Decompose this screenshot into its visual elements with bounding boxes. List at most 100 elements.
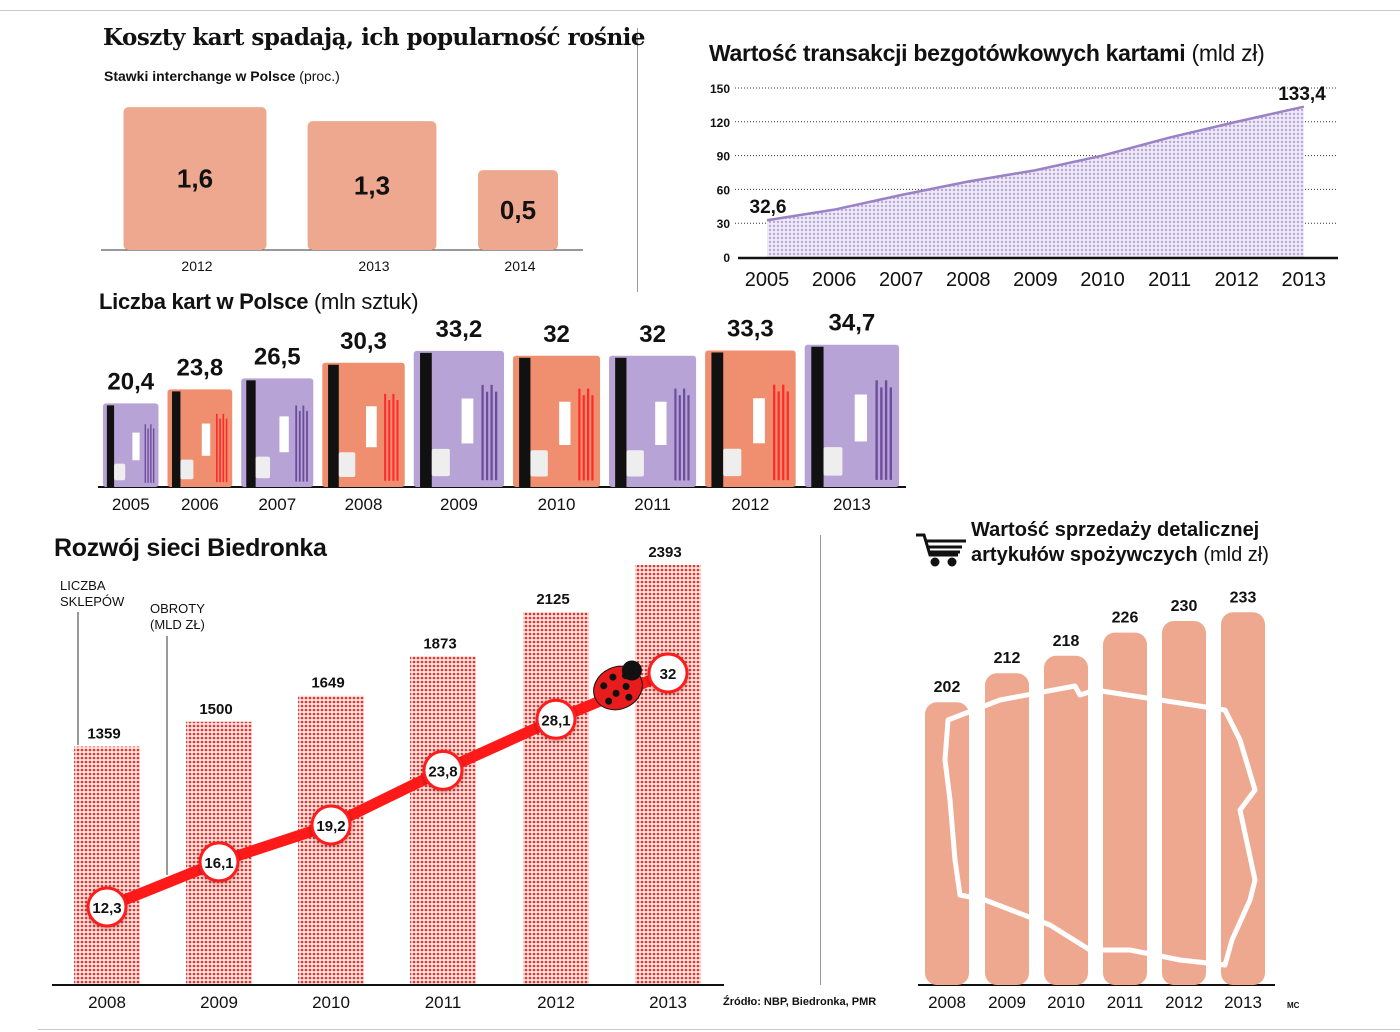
- card-magnetic-stripe: [246, 380, 256, 487]
- card-barcode-line: [481, 384, 484, 481]
- data-label: 32: [543, 321, 570, 348]
- card-barcode-line: [889, 387, 892, 480]
- bar: [1221, 612, 1265, 985]
- card-magnetic-stripe: [420, 352, 432, 487]
- card-barcode-line: [773, 384, 776, 481]
- ladybug-spot: [609, 673, 617, 681]
- turnover-data-label: 19,2: [316, 818, 345, 835]
- card-barcode-line: [147, 428, 149, 483]
- card-bar: [322, 362, 405, 487]
- card-chip: [338, 452, 356, 478]
- interchange-title: Koszty kart spadają, ich popularność roś…: [103, 24, 646, 51]
- turnover-point: [422, 749, 464, 791]
- data-label: 230: [1171, 598, 1198, 615]
- card-barcode-line: [306, 410, 308, 482]
- data-label: 212: [994, 650, 1021, 667]
- card-bar: [513, 355, 601, 487]
- turnover-point: [647, 652, 689, 694]
- data-label: 133,4: [1278, 84, 1326, 105]
- shopping-cart-icon: [916, 533, 966, 567]
- retail-title: Wartość sprzedaży detalicznej artykułów s…: [971, 518, 1269, 568]
- card-barcode-line: [225, 418, 228, 483]
- legend-text: (MLD ZŁ): [150, 617, 205, 632]
- card-barcode-line: [587, 388, 590, 481]
- card-barcode-line: [216, 413, 218, 483]
- card-bar: [167, 389, 233, 487]
- bar: [307, 121, 437, 250]
- card-signature-panel: [365, 406, 377, 448]
- poland-map-outline: [942, 683, 1258, 968]
- x-tick-label: 2007: [879, 269, 924, 291]
- card-signature-panel: [279, 416, 289, 453]
- x-tick-label: 2014: [504, 258, 535, 274]
- transactions-title: Wartość transakcji bezgotówkowych kartam…: [709, 40, 1265, 67]
- x-tick-label: 2009: [440, 495, 478, 514]
- x-tick-label: 2009: [1013, 269, 1058, 291]
- store-data-label: 2125: [536, 591, 569, 608]
- x-tick-label: 2010: [312, 993, 350, 1012]
- store-data-label: 1649: [311, 675, 344, 692]
- ladybug-spot: [625, 693, 633, 701]
- card-barcode-line: [674, 388, 677, 481]
- unit-text: (proc.): [299, 68, 340, 84]
- divider: [637, 28, 638, 292]
- card-barcode-line: [582, 395, 585, 481]
- x-tick-label: 2012: [1165, 993, 1203, 1012]
- store-data-label: 1873: [423, 635, 456, 652]
- card-chip: [255, 456, 271, 479]
- data-label: 218: [1053, 633, 1080, 650]
- card-bar: [609, 355, 697, 487]
- legend-text: OBROTY: [150, 601, 205, 616]
- x-tick-label: 2013: [1224, 993, 1262, 1012]
- x-tick-label: 2012: [537, 993, 575, 1012]
- title-text: Liczba kart w Polsce: [99, 289, 309, 314]
- cards-title: Liczba kart w Polsce (mln sztuk): [99, 289, 419, 315]
- store-bar: [410, 656, 476, 985]
- ladybug-spot: [621, 672, 629, 680]
- data-label: 0,5: [500, 195, 536, 225]
- x-tick-label: 2008: [88, 993, 126, 1012]
- card-barcode-line: [295, 405, 298, 482]
- data-label: 202: [934, 679, 961, 696]
- card-barcode-line: [219, 418, 221, 483]
- card-barcode-line: [222, 413, 225, 483]
- card-chip: [723, 448, 742, 477]
- card-signature-panel: [201, 423, 211, 456]
- card-barcode-line: [388, 400, 391, 481]
- x-tick-label: 2009: [988, 993, 1026, 1012]
- x-tick-label: 2010: [1047, 993, 1085, 1012]
- y-tick-label: 30: [717, 217, 731, 231]
- data-label: 34,7: [829, 310, 876, 337]
- turnover-point: [310, 804, 352, 846]
- card-chip: [114, 463, 126, 481]
- interchange-subtitle: Stawki interchange w Polsce (proc.): [104, 68, 340, 84]
- card-magnetic-stripe: [811, 346, 824, 487]
- legend-text: LICZBA: [60, 578, 106, 593]
- card-magnetic-stripe: [615, 357, 627, 487]
- x-tick-label: 2007: [258, 495, 296, 514]
- data-label: 1,6: [177, 164, 213, 194]
- card-signature-panel: [655, 401, 667, 446]
- turnover-point: [535, 698, 577, 740]
- card-barcode-line: [678, 395, 681, 481]
- area-fill: [767, 106, 1304, 258]
- x-tick-label: 2011: [634, 495, 671, 514]
- card-barcode-line: [485, 391, 489, 481]
- source-note: Źródło: NBP, Biedronka, PMR: [723, 996, 877, 1008]
- y-tick-label: 0: [723, 251, 730, 265]
- card-chip: [431, 448, 450, 477]
- x-tick-label: 2008: [928, 993, 966, 1012]
- card-barcode-line: [683, 388, 686, 481]
- y-tick-label: 150: [710, 82, 730, 96]
- x-tick-label: 2010: [538, 495, 576, 514]
- x-tick-label: 2006: [812, 269, 857, 291]
- title-text: Wartość transakcji bezgotówkowych kartam…: [709, 40, 1186, 66]
- y-tick-label: 60: [717, 183, 731, 197]
- x-tick-label: 2011: [1148, 269, 1191, 291]
- card-magnetic-stripe: [328, 364, 339, 487]
- turnover-data-label: 23,8: [428, 763, 457, 780]
- ladybug-spot: [600, 682, 608, 690]
- store-bar: [523, 612, 589, 985]
- bar: [123, 107, 267, 250]
- card-barcode-line: [494, 391, 498, 481]
